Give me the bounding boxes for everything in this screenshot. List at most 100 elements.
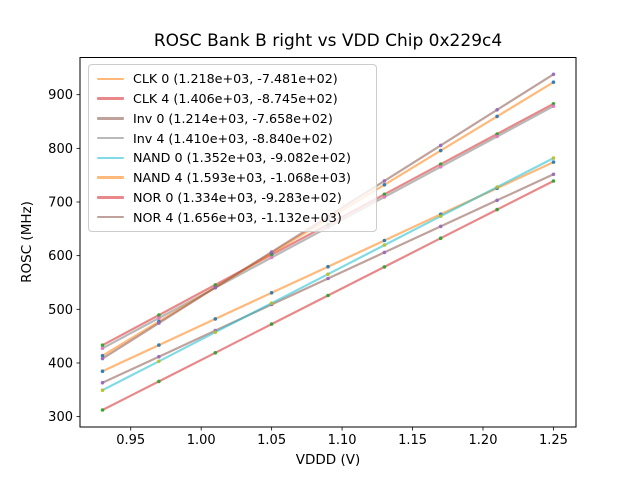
x-tick-label: 1.00 [187,433,216,448]
data-point [213,285,218,290]
x-tick-label: 1.05 [257,433,286,448]
data-point [100,356,105,361]
data-point [495,134,499,139]
data-point [269,291,274,295]
y-axis-label: ROSC (MHz) [19,201,35,283]
legend-entry-label: NAND 4 (1.593e+03, -1.068e+03) [133,170,351,186]
data-point [382,179,387,183]
axes-spines [79,57,577,428]
x-tick-label: 1.25 [539,433,568,448]
data-point [438,143,443,148]
legend-line-swatch [97,97,124,100]
data-point [269,255,274,260]
legend-entry-label: Inv 0 (1.214e+03, -7.658e+02) [133,110,333,126]
data-point [100,343,105,348]
data-point [382,238,387,243]
data-point [382,243,387,247]
data-point [382,250,387,255]
x-axis-label: VDDD (V) [295,452,361,468]
data-point [326,264,330,269]
data-point [269,322,274,326]
legend-entry-label: NAND 0 (1.352e+03, -9.082e+02) [133,150,351,166]
y-tick-label: 500 [48,303,73,318]
data-point [269,250,274,254]
legend-entry-nand-4: NAND 4 (1.593e+03, -1.068e+03) [97,168,370,187]
data-point [157,354,161,359]
legend-entry-nor-4: NOR 4 (1.656e+03, -1.132e+03) [97,208,370,227]
legend-entry-nand-0: NAND 0 (1.352e+03, -9.082e+02) [97,148,370,167]
series-markers-nand-0 [100,156,556,393]
legend-line-swatch [97,156,124,160]
data-point [438,214,443,218]
data-point [157,379,161,384]
data-point [100,388,105,393]
data-point [382,265,387,269]
legend-entry-label: CLK 4 (1.406e+03, -8.745e+02) [133,91,338,107]
data-point [100,353,105,358]
data-point [551,80,556,84]
data-point [213,317,218,321]
y-tick-label: 400 [48,356,73,371]
legend-line-swatch [97,77,124,81]
data-point [213,351,218,355]
chart-title: ROSC Bank B right vs VDD Chip 0x229c4 [153,31,503,51]
y-tick-label: 700 [48,196,73,211]
x-tick-label: 1.10 [328,433,357,448]
legend-entry-label: Inv 4 (1.410e+03, -8.840e+02) [133,130,333,146]
data-point [551,72,556,77]
legend-line-swatch [97,117,124,120]
data-point [438,165,443,169]
series-markers-nor-0 [100,179,556,412]
x-tick-label: 1.15 [398,433,427,448]
data-point [551,104,556,108]
data-point [100,408,105,412]
legend-line-swatch [97,136,124,140]
data-point [495,207,499,212]
data-point [551,179,556,183]
data-point [157,343,161,347]
legend-entry-nor-0: NOR 0 (1.334e+03, -9.283e+02) [97,188,370,207]
data-point [551,160,556,164]
data-point [213,330,218,335]
legend-entry-label: NOR 0 (1.334e+03, -9.283e+02) [133,189,342,205]
x-tick-label: 1.20 [469,433,498,448]
y-tick-label: 300 [48,410,73,425]
data-point [157,359,161,364]
data-point [382,195,387,199]
data-point [551,156,556,160]
legend-line-swatch [97,196,124,199]
data-point [495,198,499,203]
legend-entry-inv-4: Inv 4 (1.410e+03, -8.840e+02) [97,129,370,148]
legend: CLK 0 (1.218e+03, -7.481e+02) CLK 4 (1.40… [88,64,377,232]
x-tick-label: 0.95 [116,433,145,448]
data-point [157,321,161,325]
legend-entry-clk-0: CLK 0 (1.218e+03, -7.481e+02) [97,69,370,88]
y-tick-label: 800 [48,142,73,157]
legend-line-swatch [97,176,124,179]
data-point [438,148,443,153]
data-point [157,316,161,320]
data-point [438,224,443,229]
data-point [438,236,443,240]
data-point [382,183,387,187]
data-point [382,192,387,197]
legend-entry-label: NOR 4 (1.656e+03, -1.132e+03) [133,209,342,225]
legend-entry-inv-0: Inv 0 (1.214e+03, -7.658e+02) [97,109,370,128]
data-point [269,301,274,306]
data-point [326,276,330,281]
data-point [495,108,499,112]
data-point [495,114,499,119]
y-tick-label: 600 [48,249,73,264]
data-point [495,185,499,189]
data-point [100,346,105,351]
legend-entry-clk-4: CLK 4 (1.406e+03, -8.745e+02) [97,89,370,108]
data-point [326,293,330,298]
data-point [551,172,556,177]
data-point [100,369,105,374]
series-markers-nor-4 [100,72,556,361]
data-point [326,272,330,277]
data-point [100,380,105,385]
y-tick-label: 900 [48,88,73,103]
data-point [157,313,161,317]
